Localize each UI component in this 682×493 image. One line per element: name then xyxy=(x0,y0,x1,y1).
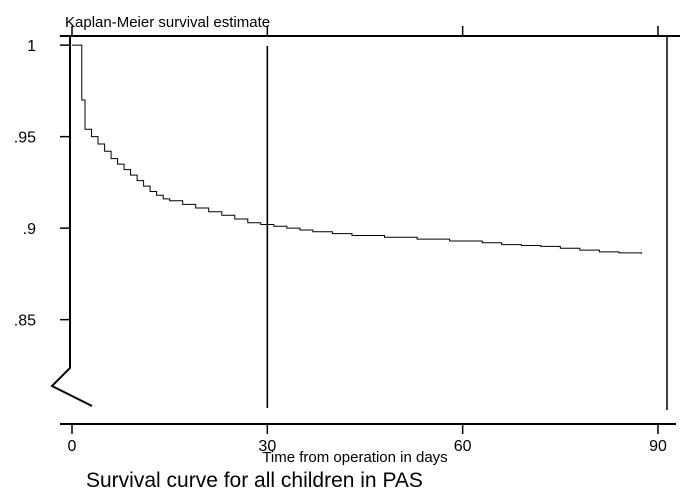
y-tick-label: .9 xyxy=(23,221,36,238)
chart-title: Kaplan-Meier survival estimate xyxy=(65,14,270,31)
y-axis-line xyxy=(50,36,93,407)
y-tick-label: .85 xyxy=(14,313,36,330)
x-tick-label: 0 xyxy=(68,438,77,455)
x-tick-label: 90 xyxy=(649,438,667,455)
x-tick-label: 60 xyxy=(454,438,472,455)
y-tick-label: 1 xyxy=(27,38,36,55)
chart-caption: Survival curve for all children in PAS xyxy=(86,469,423,492)
survival-curve xyxy=(72,44,643,254)
y-ticks: 1 .95 .9 .85 xyxy=(14,38,70,330)
x-axis-label: Time from operation in days xyxy=(262,449,447,466)
x-tick-label: 30 xyxy=(258,438,276,455)
y-tick-label: .95 xyxy=(14,130,36,147)
x-ticks: 0 30 60 90 xyxy=(68,26,667,455)
